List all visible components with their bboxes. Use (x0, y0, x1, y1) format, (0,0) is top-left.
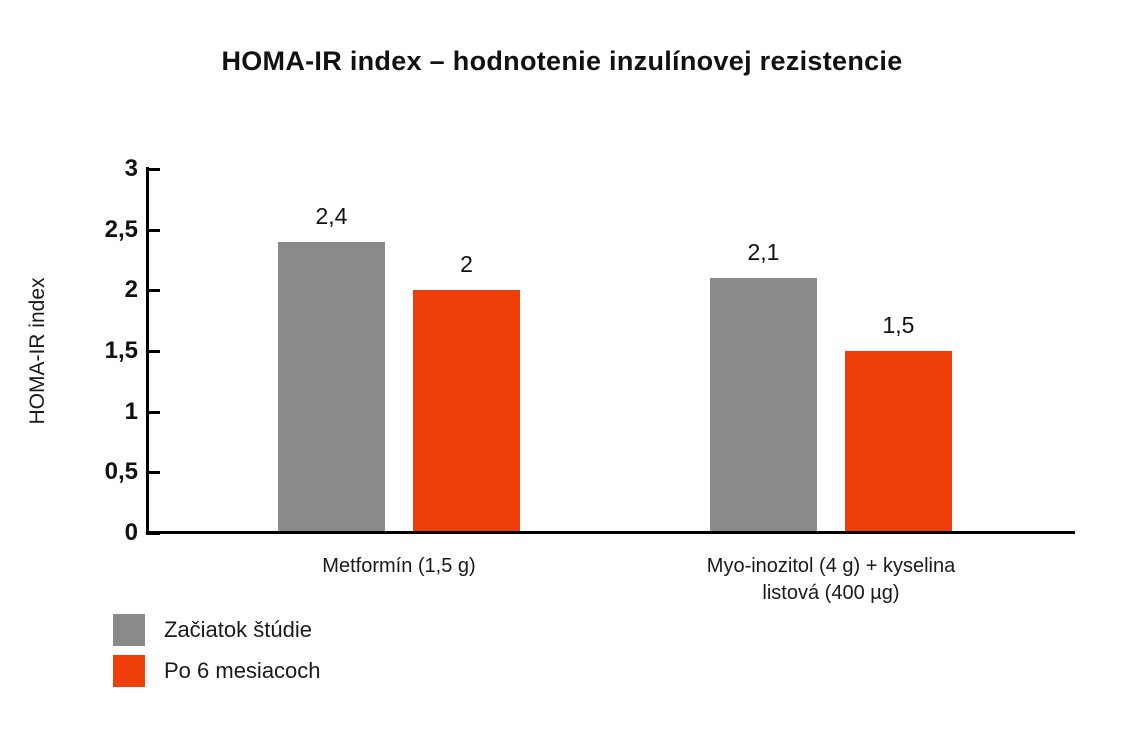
bar (710, 278, 817, 533)
bar-value-label: 2,4 (315, 202, 348, 229)
y-tick-mark (147, 532, 160, 535)
bar (845, 351, 952, 533)
category-label-line: Myo-inozitol (4 g) + kyselina (706, 555, 956, 577)
category-label: Myo-inozitol (4 g) + kyselina listová (40… (651, 553, 1011, 607)
y-tick-label: 1,5 (104, 337, 138, 364)
chart-title: HOMA-IR index – hodnotenie inzulínovej r… (221, 46, 903, 76)
legend: Začiatok štúdie Po 6 mesiacoch (113, 614, 321, 687)
y-tick-label: 3 (124, 155, 138, 182)
y-tick-label: 1 (124, 397, 138, 425)
y-tick-mark (147, 228, 160, 232)
y-axis-label: HOMA-IR index (26, 277, 49, 425)
legend-swatch (113, 655, 145, 687)
category-label: Metformín (1,5 g) (219, 553, 579, 580)
category-label-line: Metformín (1,5 g) (322, 555, 476, 577)
y-tick-mark (147, 350, 160, 353)
legend-label: Začiatok štúdie (164, 617, 312, 642)
y-tick-label: 0,5 (104, 458, 138, 486)
y-tick-mark (147, 410, 160, 414)
bar-value-label: 2 (460, 251, 473, 278)
bar-value-label: 2,1 (747, 239, 780, 266)
bar (413, 290, 520, 533)
legend-swatch (113, 614, 145, 646)
y-tick-mark (147, 168, 160, 171)
y-tick-mark (147, 471, 160, 475)
y-tick-mark (147, 289, 160, 293)
bar-value-label: 1,5 (882, 312, 915, 338)
y-tick-label: 0 (124, 519, 138, 546)
legend-item: Začiatok štúdie (113, 614, 321, 646)
category-label-line: listová (400 µg) (762, 582, 900, 604)
y-tick-label: 2 (124, 276, 138, 304)
legend-item: Po 6 mesiacoch (113, 655, 321, 687)
bar (278, 241, 385, 533)
y-tick-label: 2,5 (104, 215, 138, 243)
x-axis-line (146, 531, 1075, 534)
legend-label: Po 6 mesiacoch (164, 658, 321, 683)
